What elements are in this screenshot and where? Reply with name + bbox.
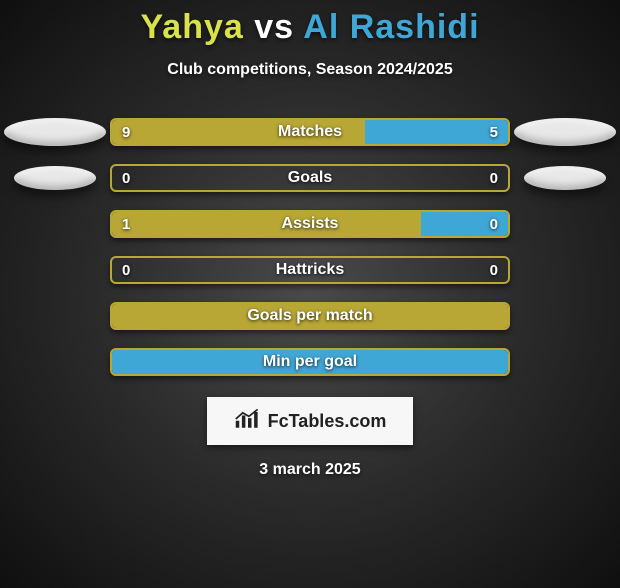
subtitle: Club competitions, Season 2024/2025 <box>0 61 620 79</box>
stat-value-right: 0 <box>490 258 498 282</box>
right-disc <box>514 118 616 146</box>
stat-label: Goals <box>112 166 508 190</box>
stat-row: Goals0 0 <box>0 155 620 201</box>
stat-row: Hattricks0 0 <box>0 247 620 293</box>
date-text: 3 march 2025 <box>0 461 620 479</box>
bar-right-fill <box>421 212 508 236</box>
stat-row: Min per goal <box>0 339 620 385</box>
left-disc <box>4 118 106 146</box>
stat-bar: Matches95 <box>110 118 510 146</box>
stat-bar: Min per goal <box>110 348 510 376</box>
stat-value-right: 0 <box>490 166 498 190</box>
title-left: Yahya <box>140 8 243 46</box>
stat-row: Matches95 <box>0 109 620 155</box>
right-disc <box>524 166 606 190</box>
stat-bar: Hattricks0 0 <box>110 256 510 284</box>
stat-bar: Assists10 <box>110 210 510 238</box>
chart-icon <box>234 408 262 435</box>
left-disc <box>14 166 96 190</box>
bar-right-fill <box>365 120 508 144</box>
page-title: Yahya vs Al Rashidi <box>0 8 620 47</box>
stat-row: Goals per match <box>0 293 620 339</box>
bar-left-fill <box>112 304 508 328</box>
stat-value-left: 0 <box>122 166 130 190</box>
stat-bar: Goals0 0 <box>110 164 510 192</box>
stat-value-left: 0 <box>122 258 130 282</box>
bar-right-fill <box>112 350 508 374</box>
stat-label: Hattricks <box>112 258 508 282</box>
title-right: Al Rashidi <box>303 8 479 46</box>
watermark-text: FcTables.com <box>268 411 387 432</box>
stat-bar: Goals per match <box>110 302 510 330</box>
watermark: FcTables.com <box>207 397 413 445</box>
bar-left-fill <box>112 212 421 236</box>
title-mid: vs <box>254 8 294 46</box>
stat-row: Assists10 <box>0 201 620 247</box>
comparison-stage: Matches95Goals00Assists10Hattricks00Goal… <box>0 109 620 385</box>
bar-left-fill <box>112 120 365 144</box>
